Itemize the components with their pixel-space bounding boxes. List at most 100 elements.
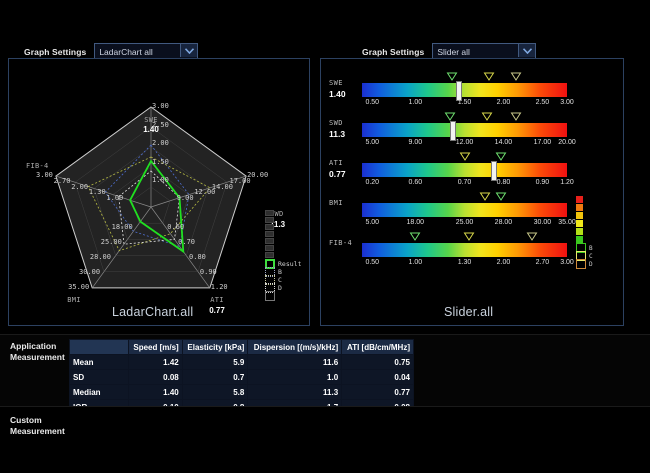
radar-chart-canvas[interactable] [9,59,309,325]
radar-tick: 3.00 [152,102,169,110]
slider-row-ati[interactable]: ATI 0.77 0.20 0.60 0.70 0.80 0.90 1.20 [321,151,623,191]
chevron-down-icon[interactable] [518,44,536,57]
slider-tick: 0.50 [365,259,380,266]
threshold-marker-icon [479,192,491,201]
table-row-label: Mean [69,354,129,370]
slider-tick: 1.50 [457,99,472,106]
slider-tick: 3.00 [560,259,574,266]
table-cell: 0.77 [341,384,414,400]
radar-tick: 1.00 [152,176,169,184]
legend-item[interactable]: C [576,251,593,261]
radar-tick: 1.30 [88,188,106,197]
slider-color-bar[interactable] [362,203,567,217]
table-column-header: Elasticity [kPa] [181,339,249,355]
slider-tick: 1.20 [560,179,574,186]
slider-tick: 9.00 [408,139,423,146]
slider-row-swd[interactable]: SWD 11.3 5.00 9.00 12.00 14.00 17.00 20.00 [321,111,623,151]
slider-tick: 18.00 [406,219,425,226]
radar-tick: 2.70 [53,176,71,185]
legend-item[interactable] [265,291,306,301]
radar-tick: 3.00 [36,171,53,180]
legend-swatch [265,238,274,244]
legend-item[interactable]: B [265,267,306,277]
right-graph-settings-select[interactable]: Slider all [432,43,537,60]
threshold-marker-icon [409,232,421,241]
table-row: Median 1.40 5.8 11.3 0.77 [69,384,414,400]
radar-tick: 2.00 [71,182,89,191]
custom-measurement-label: Custom Measurement [10,415,65,436]
left-graph-settings-select[interactable]: LadarChart all [94,43,199,60]
table-column-header: ATI [dB/cm/MHz] [341,339,414,355]
slider-knob[interactable] [491,161,498,181]
radar-tick: 2.00 [152,139,169,147]
left-graph-settings-row: Graph Settings LadarChart all [24,43,199,60]
radar-tick: 28.00 [89,252,111,261]
slider-tick: 1.00 [408,259,423,266]
slider-tick: 0.80 [496,179,511,186]
slider-tick: 25.00 [455,219,474,226]
radar-tick: 2.50 [152,120,169,129]
legend-swatch [265,231,274,237]
slider-legend-swatches [576,196,593,243]
legend-label: D [278,284,282,292]
radar-axis-name-ati: ATI [210,296,224,304]
radar-tick: 1.50 [152,157,169,166]
slider-color-bar[interactable] [362,243,567,257]
threshold-marker-icon [463,232,475,241]
slider-knob[interactable] [450,121,457,141]
left-graph-settings-value: LadarChart all [99,46,153,57]
legend-item[interactable]: D [576,259,593,269]
table-cell: 11.3 [247,384,343,400]
legend-key [576,251,586,261]
table-cell: 11.6 [247,354,343,370]
radar-tick: 18.00 [111,223,133,232]
application-measurement-table[interactable]: Speed [m/s] Elasticity [kPa] Dispersion [(… [69,339,414,415]
table-column-header: Dispersion [(m/s)/kHz] [247,339,343,355]
slider-tick: 28.00 [494,219,513,226]
threshold-marker-icon [483,72,495,81]
slider-color-bar[interactable] [362,163,567,177]
slider-tick: 3.00 [560,99,574,106]
slider-color-bar[interactable] [362,83,567,97]
slider-name: SWD [329,119,343,127]
slider-title: Slider.all [444,305,494,319]
radar-labels: SWE 1.40 3.00 2.50 2.00 1.50 1.00 SWD 11.3 20.00 1… [8,58,308,324]
legend-label: C [278,276,282,284]
threshold-marker-icon [481,112,493,121]
slider-tick: 0.60 [408,179,423,186]
slider-row-swe[interactable]: SWE 1.40 0.50 1.00 1.50 2.00 2.50 3.00 [321,71,623,111]
right-graph-settings-value: Slider all [437,46,470,57]
slider-row-fib4[interactable]: FIB-4 0.50 1.00 1.30 2.00 2.70 3.00 [321,231,623,271]
slider-tick: 1.00 [408,99,423,106]
threshold-marker-icon [526,232,538,241]
radar-tick: 0.70 [178,238,196,246]
legend-item[interactable]: D [265,283,306,293]
legend-item[interactable]: C [265,275,306,285]
radar-axis-name-bmi: BMI [67,296,81,304]
table-cell: 0.08 [128,369,183,385]
slider-row-bmi[interactable]: BMI 5.00 18.00 25.00 28.00 30.00 35.00 [321,191,623,231]
threshold-marker-icon [495,192,507,201]
slider-color-bar[interactable] [362,123,567,137]
radar-tick: 12.00 [194,188,216,197]
legend-item[interactable]: Result [265,259,306,269]
radar-axis-name-fib4: FIB-4 [26,162,49,170]
legend-key [576,259,586,269]
slider-tick: 17.00 [533,139,552,146]
legend-key [265,259,275,269]
threshold-marker-icon [510,112,522,121]
legend-label: D [589,260,593,268]
legend-swatch [265,245,274,251]
radar-axis-value-swe: 1.40 [143,125,159,134]
legend-item[interactable]: B [576,243,593,253]
legend-label: Result [278,260,302,268]
table-cell: 0.7 [181,369,249,385]
legend-swatch [265,210,274,216]
slider-knob[interactable] [456,81,463,101]
threshold-marker-icon [459,152,470,161]
table-cell: 1.40 [128,384,183,400]
chevron-down-icon[interactable] [180,44,198,57]
legend-swatch [265,224,274,230]
